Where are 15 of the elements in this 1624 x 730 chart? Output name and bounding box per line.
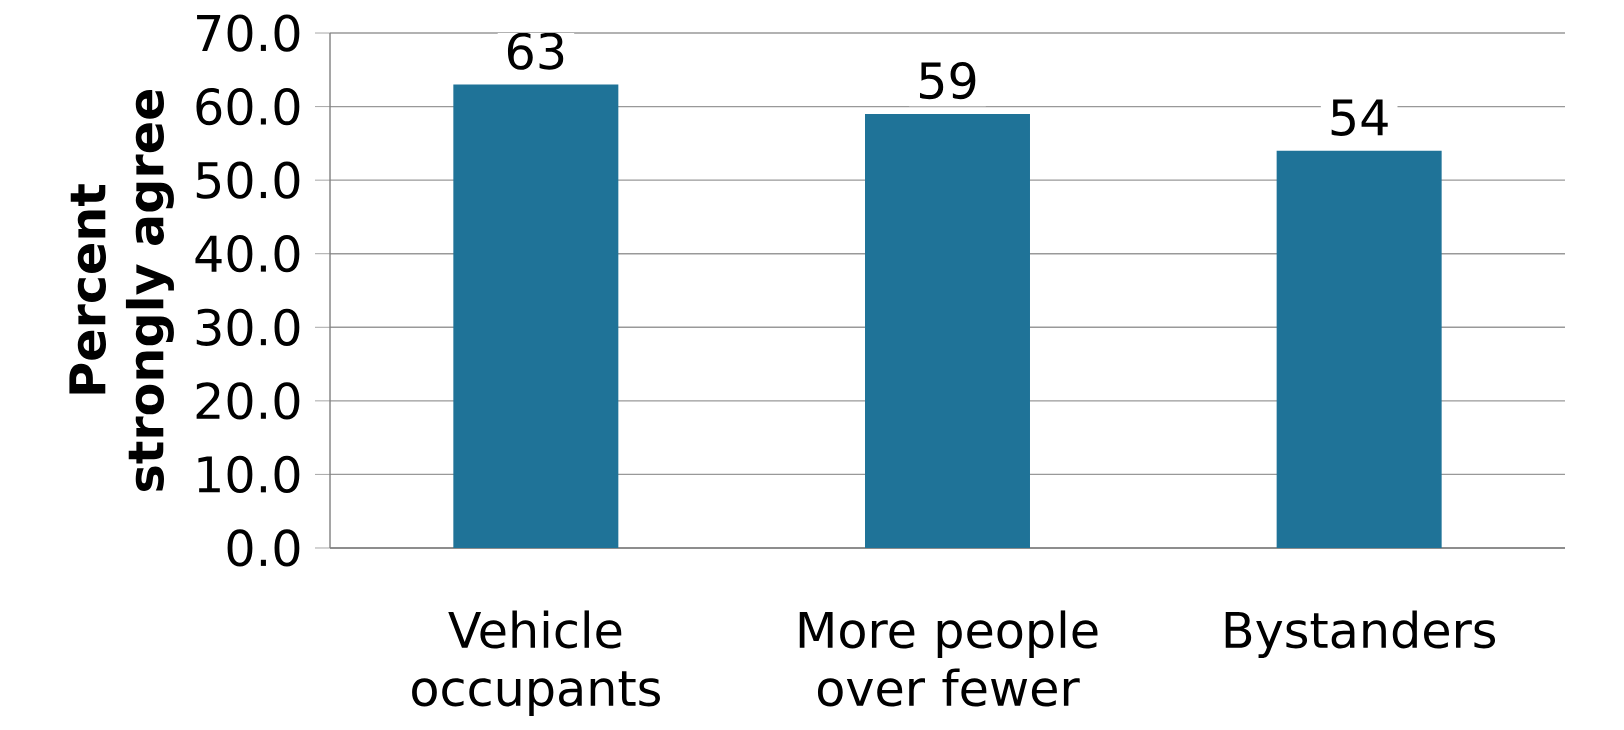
data-label: 63: [507, 32, 564, 70]
y-tick-label: 10.0: [198, 455, 300, 494]
x-tick-label: More people over fewer: [799, 610, 1098, 707]
data-label: 59: [919, 61, 976, 100]
y-tick-label: 60.0: [196, 87, 300, 126]
x-tick-label: Bystanders: [1225, 610, 1496, 659]
y-tick-label: 30.0: [196, 308, 300, 346]
y-axis-title: Percent strongly agree: [69, 89, 174, 491]
y-tick-label: 20.0: [196, 382, 300, 420]
y-tick-label: 50.0: [196, 161, 300, 199]
y-tick-label: 70.0: [197, 14, 300, 52]
y-tick-label: 0.0: [227, 529, 300, 567]
y-tick-label: 40.0: [195, 235, 300, 273]
data-label: 54: [1331, 99, 1388, 136]
x-tick-label: Vehicle occupants: [412, 610, 660, 717]
